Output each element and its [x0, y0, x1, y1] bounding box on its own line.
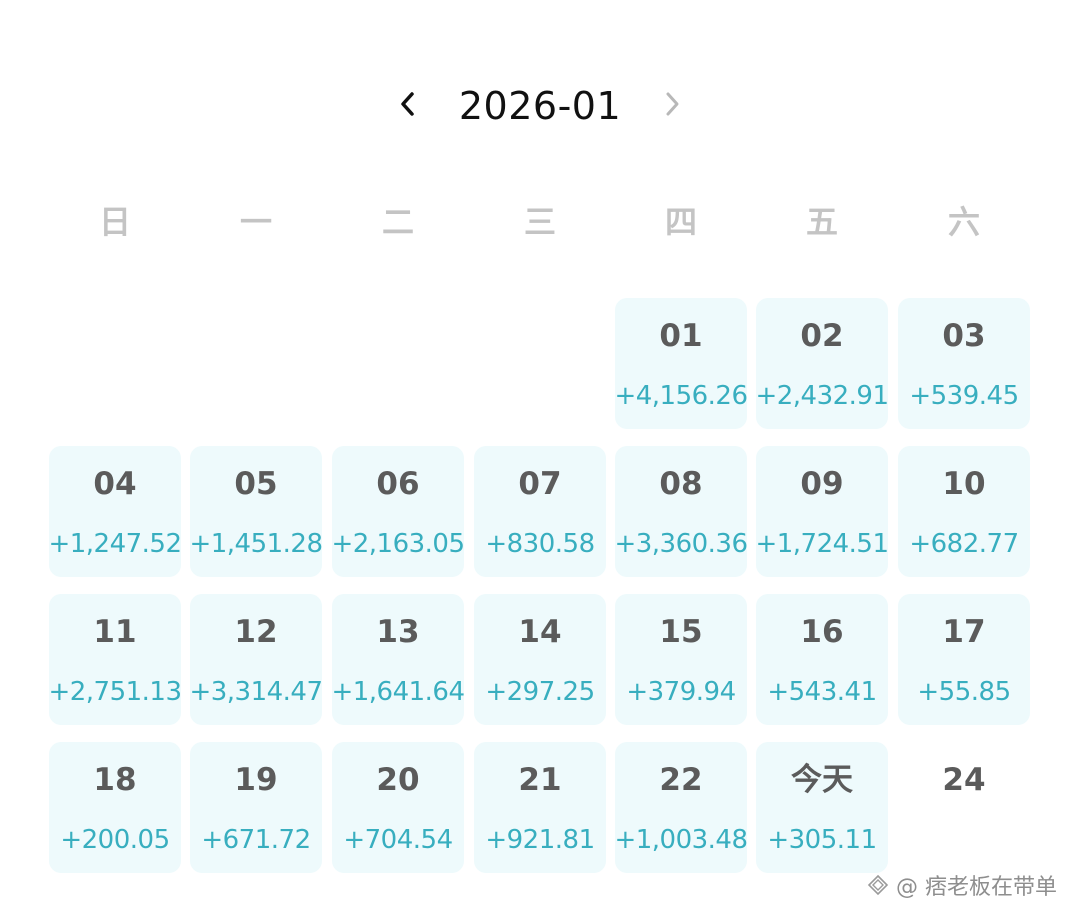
day-amount: +305.11	[767, 825, 877, 855]
next-month-button[interactable]	[652, 82, 692, 126]
day-amount: +1,003.48	[614, 825, 748, 855]
day-cell[interactable]: 01 +4,156.26	[614, 298, 748, 429]
day-amount: +1,451.28	[189, 529, 323, 559]
day-cell[interactable]: 14 +297.25	[474, 594, 606, 725]
day-amount: +539.45	[909, 381, 1019, 411]
day-amount: +3,360.36	[614, 529, 748, 559]
day-number: 04	[93, 466, 137, 502]
day-number: 10	[942, 466, 986, 502]
day-amount: +704.54	[343, 825, 453, 855]
day-amount: +1,724.51	[755, 529, 889, 559]
chevron-right-icon	[666, 92, 679, 116]
day-cell[interactable]: 20 +704.54	[332, 742, 464, 873]
day-cell[interactable]: 06 +2,163.05	[331, 446, 465, 577]
day-number: 15	[659, 614, 703, 650]
day-amount: +297.25	[485, 677, 595, 707]
watermark-text: @ 痞老板在带单	[896, 875, 1057, 900]
watermark: @ 痞老板在带单	[866, 868, 1057, 902]
day-cell[interactable]: 21 +921.81	[474, 742, 606, 873]
day-number: 06	[376, 466, 420, 502]
day-number: 21	[518, 762, 562, 798]
day-amount: +200.05	[60, 825, 170, 855]
weekday-label: 五	[805, 203, 838, 241]
day-cell[interactable]: 16 +543.41	[756, 594, 888, 725]
weekday-header-row: 日 一 二 三 四 五 六	[0, 196, 1080, 248]
day-cell[interactable]: 12 +3,314.47	[189, 594, 323, 725]
day-amount: +830.58	[485, 529, 595, 559]
month-title: 2026-01	[458, 84, 622, 128]
day-cell[interactable]: 22 +1,003.48	[614, 742, 748, 873]
day-number: 13	[376, 614, 420, 650]
day-number: 19	[234, 762, 278, 798]
day-number: 12	[234, 614, 278, 650]
day-cell[interactable]: 19 +671.72	[190, 742, 322, 873]
weekday-label: 二	[381, 203, 414, 241]
day-cell[interactable]: 11 +2,751.13	[48, 594, 182, 725]
weekday-label: 日	[98, 203, 131, 241]
day-number: 07	[518, 466, 562, 502]
day-amount: +921.81	[485, 825, 595, 855]
watermark-logo-icon	[867, 874, 889, 896]
day-cell[interactable]: 17 +55.85	[898, 594, 1030, 725]
weekday-label: 一	[239, 203, 272, 241]
day-cell-today[interactable]: 今天 +305.11	[756, 742, 888, 873]
day-cell[interactable]: 24	[898, 742, 1030, 873]
day-number: 22	[659, 762, 703, 798]
chevron-left-icon	[401, 92, 414, 116]
weekday-label: 六	[947, 203, 980, 241]
day-cell[interactable]: 02 +2,432.91	[755, 298, 889, 429]
day-number: 16	[800, 614, 844, 650]
day-amount: +1,641.64	[331, 677, 465, 707]
day-amount: +1,247.52	[48, 529, 182, 559]
day-amount: +2,163.05	[331, 529, 465, 559]
day-number: 14	[518, 614, 562, 650]
day-number: 09	[800, 466, 844, 502]
day-number: 01	[659, 318, 703, 354]
day-amount	[892, 822, 1036, 858]
day-number: 03	[942, 318, 986, 354]
day-cell[interactable]: 10 +682.77	[898, 446, 1030, 577]
day-number: 11	[93, 614, 137, 650]
day-number: 17	[942, 614, 986, 650]
day-cell[interactable]: 18 +200.05	[49, 742, 181, 873]
day-cell[interactable]: 09 +1,724.51	[755, 446, 889, 577]
day-number: 05	[234, 466, 278, 502]
day-number: 02	[800, 318, 844, 354]
day-cell[interactable]: 07 +830.58	[474, 446, 606, 577]
day-number: 20	[376, 762, 420, 798]
day-cell[interactable]: 13 +1,641.64	[331, 594, 465, 725]
day-amount: +3,314.47	[189, 677, 323, 707]
calendar-header: 2026-01	[0, 70, 1080, 142]
day-amount: +4,156.26	[614, 381, 748, 411]
day-number: 08	[659, 466, 703, 502]
weekday-label: 四	[664, 203, 697, 241]
day-cell[interactable]: 15 +379.94	[615, 594, 747, 725]
day-cell[interactable]: 05 +1,451.28	[189, 446, 323, 577]
day-number: 18	[93, 762, 137, 798]
weekday-label: 三	[523, 203, 556, 241]
prev-month-button[interactable]	[388, 82, 428, 126]
day-amount: +543.41	[767, 677, 877, 707]
day-amount: +2,432.91	[755, 381, 889, 411]
day-number: 今天	[791, 762, 853, 798]
day-number: 24	[942, 762, 986, 798]
day-cell[interactable]: 08 +3,360.36	[614, 446, 748, 577]
day-amount: +682.77	[909, 529, 1019, 559]
day-cell[interactable]: 03 +539.45	[898, 298, 1030, 429]
day-amount: +379.94	[626, 677, 736, 707]
day-amount: +2,751.13	[48, 677, 182, 707]
day-amount: +55.85	[917, 677, 1011, 707]
day-amount: +671.72	[201, 825, 311, 855]
day-cell[interactable]: 04 +1,247.52	[48, 446, 182, 577]
